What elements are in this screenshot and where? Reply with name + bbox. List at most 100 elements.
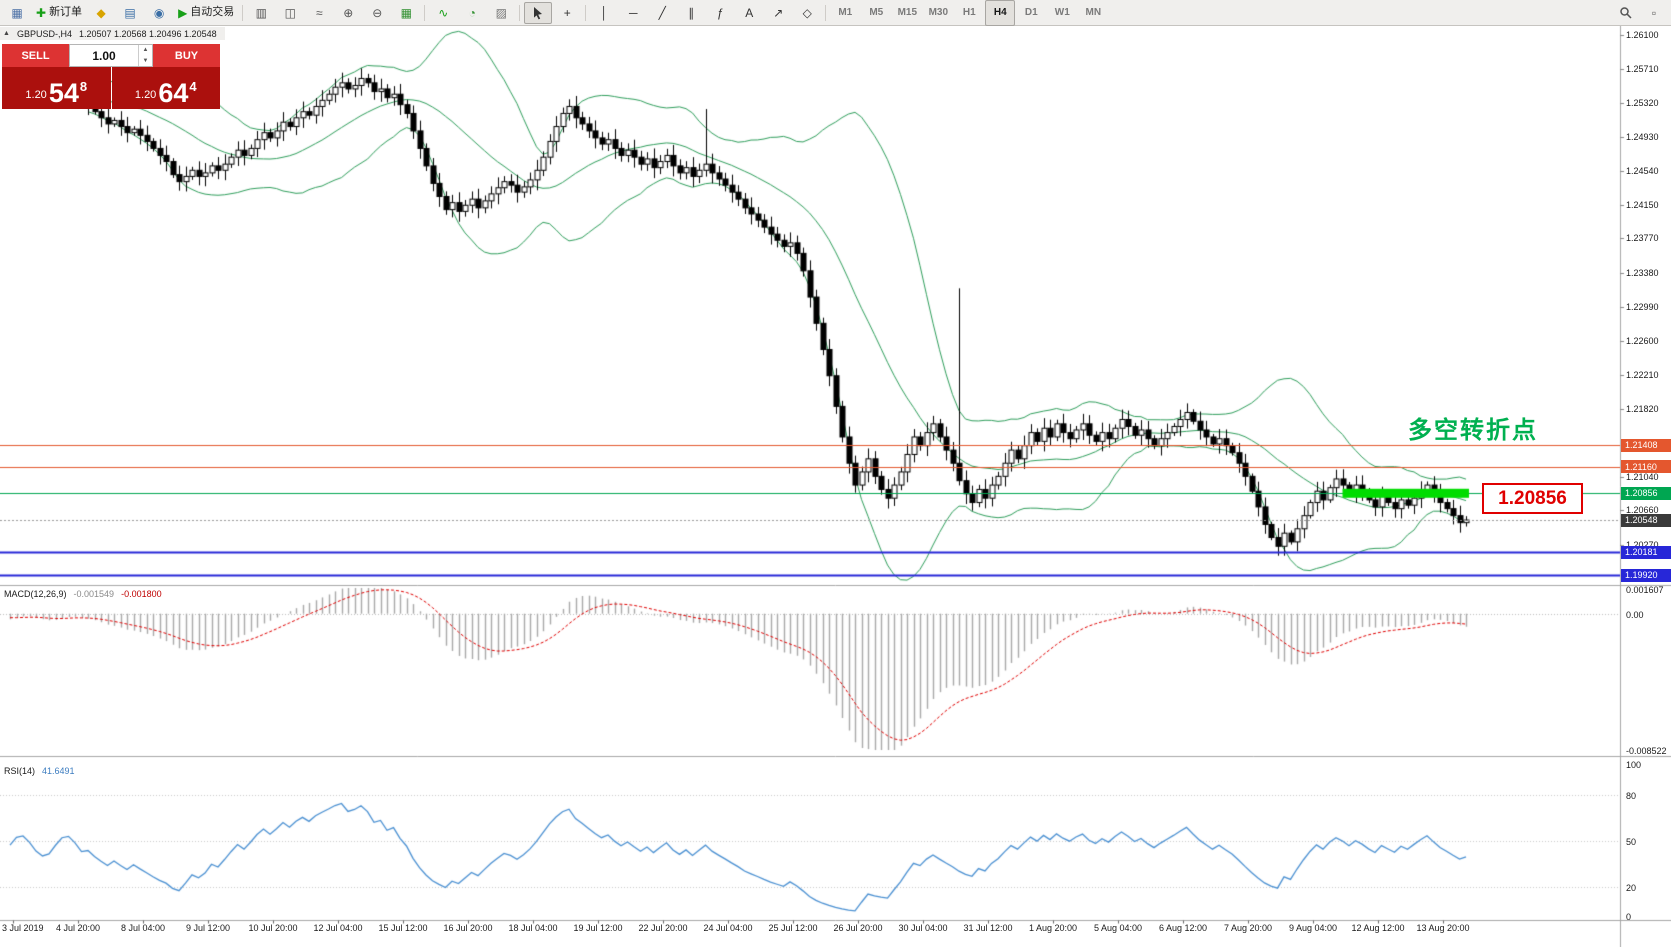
timeframe-h4-button[interactable]: H4: [985, 0, 1016, 26]
bar-chart-mode-button[interactable]: ▥: [247, 2, 275, 24]
tile-windows-button[interactable]: ▦: [392, 2, 420, 24]
timeframe-m5-button[interactable]: M5: [869, 6, 884, 18]
rsi-scale-label: 20: [1626, 883, 1637, 894]
price-scale-label: 1.20270: [1626, 539, 1659, 550]
price-scale-label: 1.20660: [1626, 505, 1659, 516]
cursor-tool-button[interactable]: [524, 1, 553, 24]
price-level-tag[interactable]: 1.21408: [1621, 438, 1671, 452]
search-icon: [1619, 6, 1632, 19]
annotation-support-price: 1.20856: [1482, 483, 1583, 514]
text-tool-icon: A: [745, 5, 754, 20]
new-window-button[interactable]: ▫: [1640, 2, 1668, 24]
toolbar-separator: [242, 4, 244, 21]
templates-button[interactable]: ▨: [487, 2, 515, 24]
arrows-tool-button[interactable]: ↗: [764, 2, 792, 24]
buy-price-button[interactable]: 1.20 64 4: [111, 67, 220, 109]
toolbar-separator: [825, 4, 827, 21]
vertical-line-tool-button[interactable]: │: [590, 2, 618, 24]
macd-scale-label: 0.00: [1626, 609, 1644, 620]
toolbar-separator: [519, 4, 521, 21]
search-button[interactable]: [1611, 2, 1639, 24]
rsi-scale-label: 80: [1626, 790, 1637, 801]
fibonacci-tool-icon: ƒ: [716, 5, 724, 20]
web-community-button[interactable]: ◉: [145, 2, 173, 24]
time-axis-label: 30 Jul 04:00: [898, 923, 948, 933]
sell-price-pip: 8: [79, 79, 88, 94]
shapes-tool-button[interactable]: ◇: [793, 2, 821, 24]
volume-input[interactable]: [70, 45, 138, 66]
buy-button[interactable]: BUY: [153, 44, 220, 67]
line-chart-mode-button[interactable]: ≈: [305, 2, 333, 24]
toolbar-separator: [585, 4, 587, 21]
autotrading-label: 自动交易: [190, 6, 235, 18]
history-center-icon: ◆: [96, 5, 106, 20]
timeframe-h1-button[interactable]: H1: [962, 6, 976, 18]
candle-chart-mode-icon: ◫: [284, 5, 296, 20]
text-tool-button[interactable]: A: [735, 2, 763, 24]
time-axis-label: 12 Aug 12:00: [1351, 923, 1405, 933]
history-center-button[interactable]: ◆: [87, 2, 115, 24]
sell-price-big: 54: [48, 78, 79, 108]
time-axis-label: 22 Jul 20:00: [638, 923, 688, 933]
market-watch-button[interactable]: ▤: [116, 2, 144, 24]
new-window-icon: ▫: [1651, 5, 1657, 20]
templates-icon: ▨: [495, 5, 507, 20]
buy-price-pip: 4: [189, 79, 197, 94]
zoom-in-button[interactable]: ⊕: [334, 2, 362, 24]
timeframe-mn-button[interactable]: MN: [1085, 6, 1102, 18]
price-level-tag[interactable]: 1.19920: [1621, 568, 1671, 582]
annotation-turning-point: 多空转折点: [1408, 417, 1538, 444]
macd-title: MACD(12,26,9): [4, 589, 67, 599]
candle-chart-mode-button[interactable]: ◫: [276, 2, 304, 24]
time-axis-label: 24 Jul 04:00: [703, 923, 753, 933]
timeframe-m1-button[interactable]: M1: [838, 6, 853, 18]
volume-control: ▲ ▼: [69, 44, 153, 67]
price-level-tag[interactable]: 1.20181: [1621, 545, 1671, 559]
price-level-tag[interactable]: 1.20856: [1621, 486, 1671, 500]
macd-value-1: -0.001549: [73, 589, 115, 599]
price-scale-label: 1.24150: [1626, 200, 1659, 211]
crosshair-tool-button[interactable]: +: [553, 2, 581, 24]
timeframe-d1-button[interactable]: D1: [1024, 6, 1038, 18]
price-scale-label: 1.26100: [1626, 29, 1659, 40]
new-order-button[interactable]: ✚ 新订单: [32, 2, 86, 24]
volume-up-button[interactable]: ▲: [142, 47, 149, 53]
price-scale-label: 1.23380: [1626, 267, 1659, 278]
channel-tool-button[interactable]: ∥: [677, 2, 705, 24]
new-order-icon: ✚: [36, 5, 47, 20]
sell-button[interactable]: SELL: [2, 44, 69, 67]
price-scale-label: 1.21040: [1626, 472, 1659, 483]
horizontal-line-tool-button[interactable]: ─: [619, 2, 647, 24]
new-chart-button[interactable]: ▦: [3, 2, 31, 24]
price-scale-label: 1.25320: [1626, 97, 1659, 108]
autotrading-button[interactable]: ▶ 自动交易: [174, 2, 238, 24]
volume-down-button[interactable]: ▼: [142, 57, 149, 64]
time-axis-label: 18 Jul 04:00: [508, 923, 558, 933]
trendline-tool-button[interactable]: ╱: [648, 2, 676, 24]
zoom-out-button[interactable]: ⊖: [363, 2, 391, 24]
timeframe-w1-button[interactable]: W1: [1054, 6, 1070, 18]
fibonacci-tool-button[interactable]: ƒ: [706, 2, 734, 24]
time-axis-label: 5 Aug 04:00: [1093, 923, 1143, 933]
timeframe-m30-button[interactable]: M30: [928, 6, 949, 18]
periods-button[interactable]: ◔: [458, 2, 486, 24]
toolbar-separator: [424, 4, 426, 21]
sell-price-prefix: 1.20: [25, 89, 47, 101]
indicators-button[interactable]: ∿: [429, 2, 457, 24]
chart-symbol-title: GBPUSD-,H4: [16, 28, 72, 39]
price-level-tag[interactable]: 1.21160: [1621, 460, 1671, 474]
price-scale-label: 1.24540: [1626, 166, 1659, 177]
price-scale[interactable]: 1.26100 1.25710 1.25320 1.24930 1.24540 1.241…: [1621, 0, 1671, 947]
time-axis-label: 12 Jul 04:00: [313, 923, 363, 933]
time-axis-label: 16 Jul 20:00: [443, 923, 493, 933]
bar-chart-mode-icon: ▥: [255, 5, 267, 20]
time-axis-label: 25 Jul 12:00: [768, 923, 818, 933]
toolbar: ▦ ✚ 新订单 ◆ ▤ ◉ ▶ 自动交易 ▥ ◫ ≈ ⊕ ⊖ ▦ ∿ ◔ ▨ + │ ─ ╱ ∥ ƒ A ↗ ◇ M1 M5 M15 M3…: [0, 0, 1671, 26]
new-order-label: 新订单: [49, 6, 83, 18]
time-axis[interactable]: 3 Jul 2019 4 Jul 20:00 8 Jul 04:00 9 Jul 12…: [0, 923, 1620, 939]
sell-price-button[interactable]: 1.20 54 8: [2, 67, 111, 109]
timeframe-m15-button[interactable]: M15: [897, 6, 918, 18]
cursor-tool-icon: [531, 6, 545, 20]
